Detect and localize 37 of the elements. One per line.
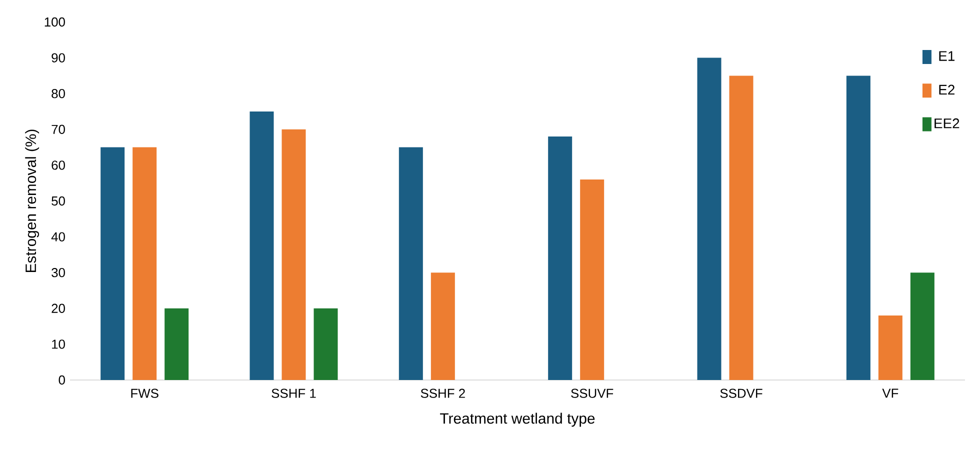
legend-label: E2 [939,84,954,95]
x-tick-label: VF [882,388,898,398]
bar [910,272,934,380]
legend-label: E1 [939,51,954,61]
y-tick-label: 90 [52,53,65,62]
legend-label: EE2 [934,118,960,128]
bar [100,147,125,380]
y-tick-label: 10 [52,340,65,349]
y-tick-label: 50 [52,196,65,206]
bar [164,308,189,380]
y-tick-label: 80 [52,89,65,98]
x-tick-label: SSHF 1 [272,388,316,398]
x-tick-label: SSUVF [571,388,614,398]
bar [878,316,902,380]
bar [132,147,157,380]
bar [398,147,423,380]
bar [729,76,754,380]
y-axis-title: Estrogen removal (%) [25,130,40,272]
y-tick-label: 70 [52,124,65,134]
bar [430,272,455,380]
bar [250,111,274,380]
bar [697,58,722,380]
bar [314,308,338,380]
bar [282,129,306,380]
bar [548,136,572,380]
y-tick-label: 20 [52,304,65,313]
y-tick-label: 30 [52,268,65,278]
y-tick-label: 40 [51,232,65,242]
y-tick-label: 100 [44,17,65,27]
bar [846,76,870,380]
y-tick-label: 60 [52,160,65,170]
bar [580,180,604,380]
x-axis-title: Treatment wetland type [440,412,595,427]
y-tick-label: 0 [58,375,65,385]
x-tick-label: FWS [131,388,158,398]
x-tick-label: SSDVF [720,388,762,398]
x-tick-label: SSHF 2 [420,388,465,398]
